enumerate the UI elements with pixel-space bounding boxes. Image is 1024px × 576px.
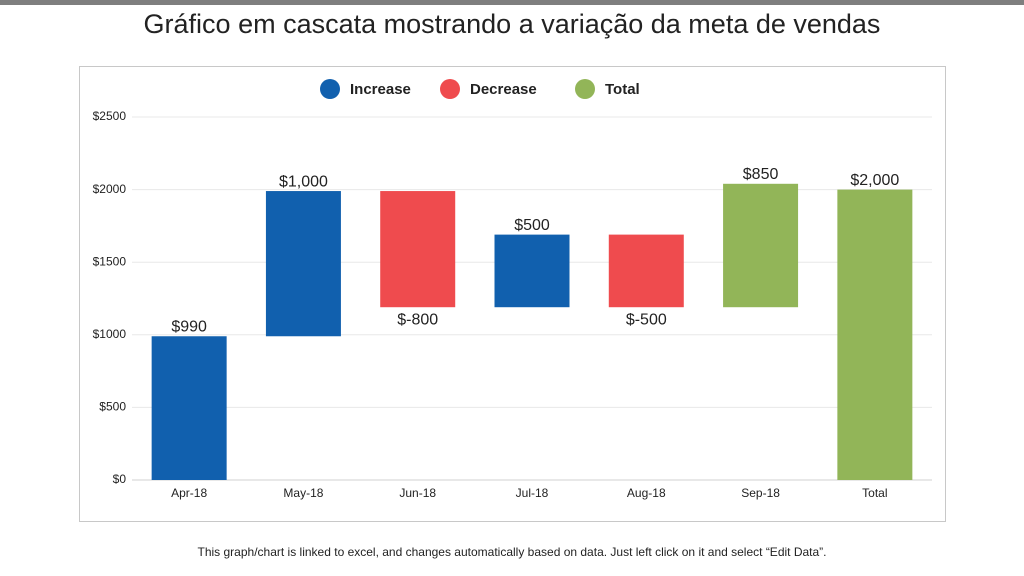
- legend-swatch: [320, 79, 340, 99]
- y-tick-label: $1500: [93, 254, 127, 268]
- chart-title: Gráfico em cascata mostrando a variação …: [144, 9, 881, 39]
- value-label: $1,000: [279, 173, 328, 190]
- bar: [151, 336, 227, 480]
- bar: [723, 183, 799, 308]
- bar: [380, 191, 456, 308]
- x-tick-label: Total: [862, 486, 887, 500]
- legend-swatch: [440, 79, 460, 99]
- value-label: $850: [743, 166, 779, 183]
- top-bar: [0, 0, 1024, 5]
- x-tick-label: Jun-18: [399, 486, 436, 500]
- value-label: $500: [514, 217, 550, 234]
- value-label: $990: [171, 318, 207, 335]
- y-tick-label: $1000: [93, 327, 127, 341]
- y-tick-label: $0: [113, 472, 127, 486]
- footnote: This graph/chart is linked to excel, and…: [198, 545, 827, 559]
- x-tick-label: May-18: [283, 486, 323, 500]
- value-label: $-800: [397, 311, 438, 328]
- legend-label: Decrease: [470, 81, 537, 98]
- y-tick-label: $2500: [93, 109, 127, 123]
- legend-label: Total: [605, 81, 640, 98]
- legend-swatch: [575, 79, 595, 99]
- legend-label: Increase: [350, 81, 411, 98]
- y-tick-label: $2000: [93, 182, 127, 196]
- bar: [494, 234, 570, 308]
- y-tick-label: $500: [99, 400, 126, 414]
- x-tick-label: Jul-18: [516, 486, 549, 500]
- x-tick-label: Aug-18: [627, 486, 666, 500]
- value-label: $2,000: [850, 172, 899, 189]
- x-tick-label: Apr-18: [171, 486, 207, 500]
- bar: [608, 234, 684, 308]
- bar: [265, 191, 341, 337]
- x-tick-label: Sep-18: [741, 486, 780, 500]
- value-label: $-500: [626, 311, 667, 328]
- bar: [837, 189, 913, 480]
